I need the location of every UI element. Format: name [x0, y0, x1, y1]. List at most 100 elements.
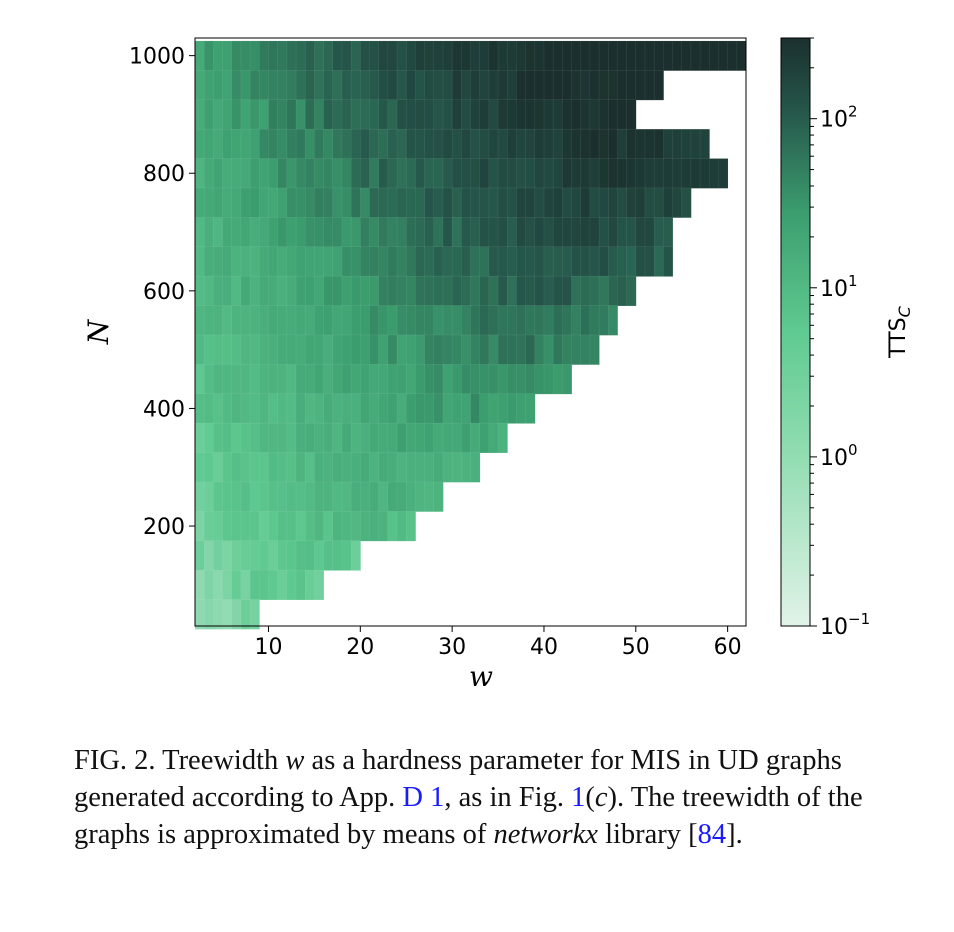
heatmap-cell	[580, 70, 591, 101]
heatmap-cell	[470, 334, 481, 365]
heatmap-cell	[249, 569, 260, 601]
heatmap-cell	[433, 305, 444, 336]
heatmap-cell	[543, 217, 554, 248]
heatmap-cell	[433, 452, 444, 483]
heatmap-cell	[479, 40, 490, 71]
heatmap-cells	[194, 40, 747, 630]
heatmap-cell	[304, 540, 316, 571]
heatmap-cell	[304, 246, 316, 277]
heatmap-cell	[295, 540, 306, 571]
heatmap-cell	[314, 422, 325, 454]
heatmap-cell	[194, 393, 205, 424]
heatmap-cell	[387, 334, 398, 365]
heatmap-cell	[268, 99, 279, 130]
heatmap-cell	[240, 511, 251, 542]
heatmap-cell	[249, 40, 260, 71]
heatmap-cell	[415, 481, 426, 512]
heatmap-cell	[589, 305, 600, 336]
heatmap-cell	[424, 246, 435, 277]
heatmap-cell	[240, 540, 251, 571]
heatmap-cell	[295, 99, 306, 130]
heatmap-cell	[598, 128, 609, 160]
heatmap-cell	[286, 99, 297, 130]
heatmap-cell	[672, 187, 683, 218]
heatmap-cell	[213, 481, 224, 512]
heatmap-cell	[332, 422, 343, 454]
heatmap-cell	[699, 128, 710, 160]
heatmap-cell	[304, 217, 316, 248]
heatmap-cell	[323, 511, 334, 542]
heatmap-cell	[451, 305, 462, 336]
heatmap-cell	[470, 246, 481, 277]
heatmap-cell	[369, 452, 380, 483]
heatmap-cell	[341, 364, 352, 395]
heatmap-cell	[516, 40, 527, 71]
heatmap-chart: 10 20 30 40 50 60 200 400 600 800 1000 w N 102 101…	[82, 37, 914, 693]
heatmap-cell	[736, 40, 747, 71]
heatmap-cell	[681, 158, 692, 189]
heatmap-cell	[433, 40, 444, 71]
heatmap-cell	[332, 393, 343, 424]
y-tick-label: 800	[143, 162, 185, 187]
heatmap-cell	[259, 481, 270, 512]
heatmap-cell	[332, 187, 343, 218]
heatmap-cell	[350, 452, 361, 483]
heatmap-cell	[350, 481, 361, 512]
heatmap-cell	[470, 128, 481, 160]
heatmap-cell	[203, 393, 215, 424]
heatmap-cell	[249, 422, 260, 454]
heatmap-cell	[488, 158, 499, 189]
heatmap-cell	[690, 158, 701, 189]
heatmap-cell	[240, 305, 251, 336]
heatmap-cell	[369, 305, 380, 336]
heatmap-cell	[470, 40, 481, 71]
heatmap-cell	[194, 187, 205, 218]
heatmap-cell	[268, 569, 279, 601]
heatmap-cell	[433, 128, 444, 160]
heatmap-cell	[240, 246, 251, 277]
heatmap-cell	[369, 217, 380, 248]
heatmap-cell	[424, 334, 435, 365]
heatmap-cell	[387, 158, 398, 189]
heatmap-cell	[314, 128, 325, 160]
heatmap-cell	[360, 511, 371, 542]
heatmap-cell	[451, 275, 462, 307]
heatmap-cell	[277, 511, 288, 542]
heatmap-cell	[314, 275, 325, 307]
heatmap-cell	[213, 334, 224, 365]
heatmap-cell	[699, 40, 710, 71]
heatmap-cell	[378, 334, 389, 365]
appendix-link[interactable]: D 1	[402, 782, 445, 813]
x-axis-title: w	[469, 660, 493, 693]
heatmap-cell	[396, 40, 407, 71]
heatmap-cell	[387, 99, 398, 130]
figure-link[interactable]: 1	[571, 782, 586, 813]
heatmap-cell	[194, 481, 205, 512]
heatmap-cell	[479, 422, 490, 454]
heatmap-cell	[259, 511, 270, 542]
heatmap-cell	[598, 246, 609, 277]
heatmap-cell	[461, 40, 472, 71]
heatmap-cell	[608, 305, 619, 336]
reference-link[interactable]: 84	[697, 819, 727, 850]
heatmap-cell	[286, 275, 297, 307]
heatmap-cell	[268, 364, 279, 395]
heatmap-cell	[286, 511, 297, 542]
heatmap-cell	[433, 187, 444, 218]
heatmap-cell	[405, 217, 417, 248]
heatmap-cell	[194, 599, 205, 630]
y-tick-label: 1000	[129, 45, 185, 70]
heatmap-cell	[259, 158, 270, 189]
heatmap-cell	[194, 540, 205, 571]
heatmap-cell	[249, 452, 260, 483]
heatmap-cell	[479, 70, 490, 101]
heatmap-cell	[350, 187, 361, 218]
heatmap-cell	[277, 246, 288, 277]
heatmap-cell	[470, 422, 481, 454]
heatmap-cell	[442, 158, 453, 189]
heatmap-cell	[461, 452, 472, 483]
heatmap-cell	[635, 246, 646, 277]
heatmap-cell	[617, 275, 628, 307]
heatmap-cell	[369, 275, 380, 307]
heatmap-cell	[488, 217, 499, 248]
